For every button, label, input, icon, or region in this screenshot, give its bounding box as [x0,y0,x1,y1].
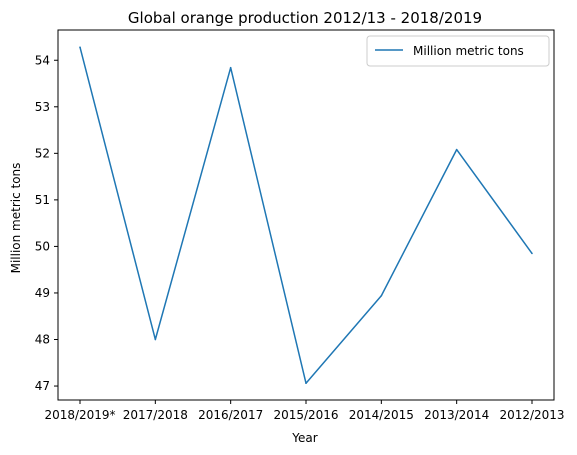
x-tick-label: 2016/2017 [198,408,263,422]
data-point [229,66,232,69]
y-axis-ticks: 47 48 49 50 51 52 53 54 [35,53,58,393]
y-tick-label: 47 [35,379,50,393]
legend-frame [366,35,550,67]
y-tick-label: 53 [35,100,50,114]
data-point [305,382,307,385]
plot-area [79,46,533,385]
x-tick-label: 2018/2019* [44,408,115,422]
x-axis-ticks: 2018/2019* 2017/2018 2016/2017 2015/2016 201… [44,400,565,422]
y-tick-label: 49 [35,286,50,300]
x-tick-label: 2012/2013 [499,408,564,422]
y-axis-title: Million metric tons [9,163,23,274]
legend-label: Million metric tons [413,44,524,58]
x-tick-label: 2014/2015 [349,408,414,422]
data-point [455,148,458,151]
x-axis-title: Year [291,431,317,445]
x-tick-label: 2017/2018 [123,408,188,422]
x-tick-label: 2015/2016 [273,408,338,422]
y-tick-label: 50 [35,239,50,253]
series-line-0 [79,47,533,384]
data-point [531,252,533,255]
data-point [380,294,383,297]
plot-frame [57,29,555,401]
y-tick-label: 52 [35,146,50,160]
data-point [79,46,81,49]
x-tick-label: 2013/2014 [424,408,489,422]
y-tick-label: 48 [35,332,50,346]
y-tick-label: 54 [35,53,50,67]
chart-legend: Million metric tons [366,35,550,67]
y-tick-label: 51 [35,193,50,207]
chart-title: Global orange production 2012/13 - 2018/… [128,9,482,27]
data-point [154,338,157,341]
